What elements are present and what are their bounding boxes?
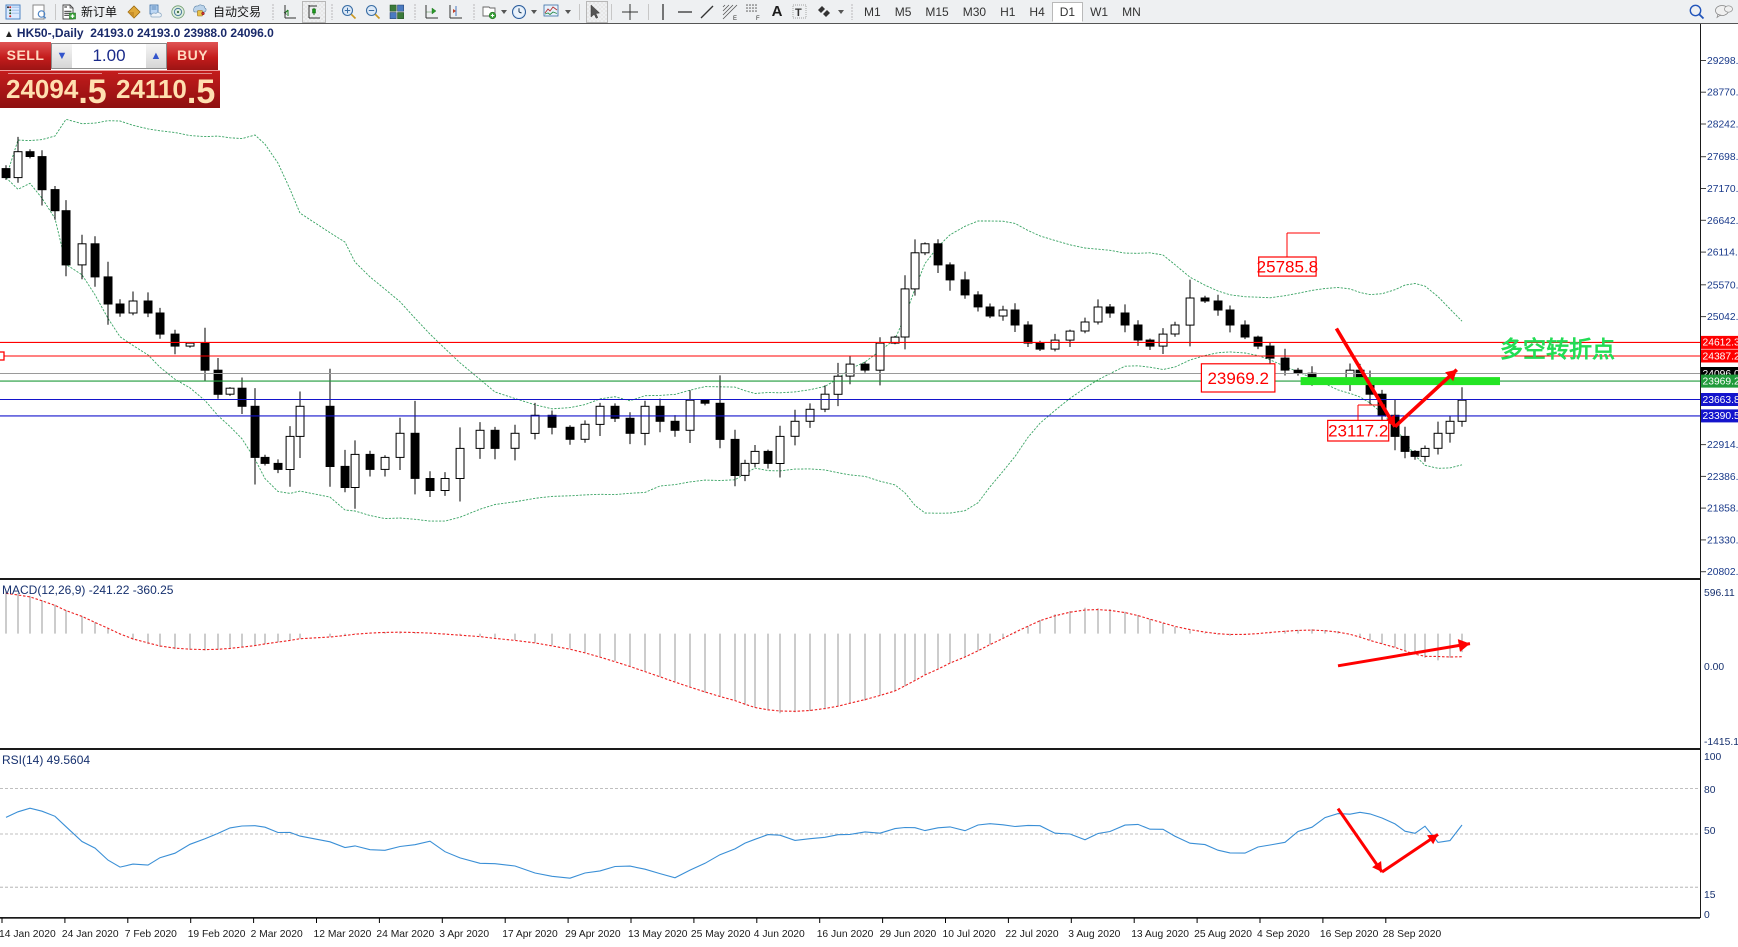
svg-text:22386.0: 22386.0	[1707, 472, 1738, 483]
svg-text:22914.0: 22914.0	[1707, 440, 1738, 451]
svg-text:16 Jun 2020: 16 Jun 2020	[817, 929, 874, 940]
svg-text:7 Feb 2020: 7 Feb 2020	[125, 929, 177, 940]
svg-text:多空转折点: 多空转折点	[1500, 336, 1615, 362]
svg-text:24612.3: 24612.3	[1703, 338, 1738, 349]
svg-text:24 Jan 2020: 24 Jan 2020	[62, 929, 119, 940]
svg-text:28 Sep 2020: 28 Sep 2020	[1383, 929, 1442, 940]
svg-text:17 Apr 2020: 17 Apr 2020	[502, 929, 558, 940]
svg-text:E: E	[733, 16, 737, 21]
svg-text:27170.0: 27170.0	[1707, 184, 1738, 195]
svg-text:24 Mar 2020: 24 Mar 2020	[376, 929, 434, 940]
svg-text:25 Aug 2020: 25 Aug 2020	[1194, 929, 1252, 940]
svg-text:29 Apr 2020: 29 Apr 2020	[565, 929, 621, 940]
svg-text:12 Mar 2020: 12 Mar 2020	[314, 929, 372, 940]
svg-text:25785.8: 25785.8	[1257, 258, 1318, 277]
svg-text:2 Mar 2020: 2 Mar 2020	[251, 929, 303, 940]
svg-text:23390.5: 23390.5	[1703, 411, 1738, 422]
svg-text:27698.0: 27698.0	[1707, 152, 1738, 163]
svg-text:23663.8: 23663.8	[1703, 395, 1738, 406]
svg-text:3 Apr 2020: 3 Apr 2020	[439, 929, 489, 940]
svg-text:28242.0: 28242.0	[1707, 120, 1738, 131]
svg-text:4 Jun 2020: 4 Jun 2020	[754, 929, 805, 940]
svg-text:F: F	[756, 16, 760, 21]
svg-text:4 Sep 2020: 4 Sep 2020	[1257, 929, 1310, 940]
svg-text:14 Jan 2020: 14 Jan 2020	[0, 929, 56, 940]
svg-text:29 Jun 2020: 29 Jun 2020	[880, 929, 937, 940]
svg-text:23969.2: 23969.2	[1207, 369, 1268, 388]
svg-text:23117.2: 23117.2	[1328, 422, 1388, 441]
svg-text:10 Jul 2020: 10 Jul 2020	[943, 929, 997, 940]
svg-text:22 Jul 2020: 22 Jul 2020	[1005, 929, 1059, 940]
svg-text:21858.0: 21858.0	[1707, 504, 1738, 515]
svg-text:24387.2: 24387.2	[1703, 351, 1738, 362]
svg-text:25 May 2020: 25 May 2020	[691, 929, 751, 940]
svg-text:25570.0: 25570.0	[1707, 280, 1738, 291]
svg-text:21330.0: 21330.0	[1707, 535, 1738, 546]
svg-text:20802.0: 20802.0	[1707, 567, 1738, 578]
svg-text:28770.0: 28770.0	[1707, 88, 1738, 99]
svg-text:26114.0: 26114.0	[1707, 248, 1738, 259]
svg-text:25042.0: 25042.0	[1707, 312, 1738, 323]
svg-text:29298.0: 29298.0	[1707, 56, 1738, 67]
svg-text:13 Aug 2020: 13 Aug 2020	[1131, 929, 1189, 940]
svg-text:16 Sep 2020: 16 Sep 2020	[1320, 929, 1379, 940]
svg-text:T: T	[795, 7, 802, 19]
svg-text:19 Feb 2020: 19 Feb 2020	[188, 929, 246, 940]
svg-text:23969.2: 23969.2	[1703, 376, 1738, 387]
svg-text:3 Aug 2020: 3 Aug 2020	[1068, 929, 1120, 940]
svg-text:13 May 2020: 13 May 2020	[628, 929, 688, 940]
svg-text:26642.0: 26642.0	[1707, 216, 1738, 227]
